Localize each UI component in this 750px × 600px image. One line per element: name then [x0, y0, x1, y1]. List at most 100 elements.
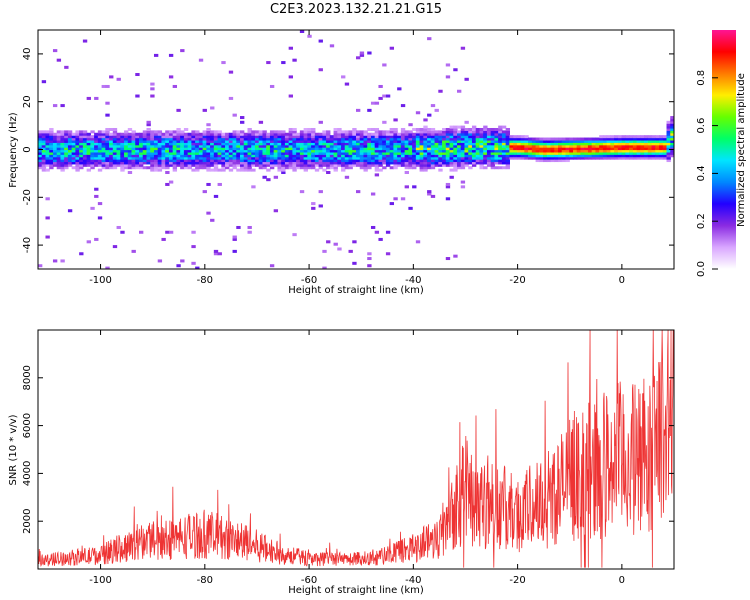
spectrogram-cell [288, 149, 293, 153]
spectrogram-cell [453, 144, 458, 148]
spectrogram-cell [64, 156, 69, 160]
spectrogram-cell [636, 151, 641, 155]
spectrogram-cell [165, 156, 170, 160]
spectrogram-cell [314, 144, 320, 148]
spectrogram-cell [442, 149, 447, 153]
spectrogram-cell [187, 139, 192, 143]
spectrogram-cell [449, 168, 454, 172]
spectrogram-cell [296, 142, 301, 146]
spectrogram-cell [131, 137, 136, 141]
spectrogram-cell [71, 151, 77, 155]
spectrogram-cell [610, 144, 615, 148]
spectrogram-cell [288, 151, 293, 155]
spectrogram-cell [64, 163, 69, 167]
spectrogram-cell [550, 149, 555, 153]
spectrogram-cell [389, 130, 395, 134]
spectrogram-cell [41, 144, 47, 148]
spectrogram-cell [382, 151, 387, 155]
spectrogram-cell [180, 137, 185, 141]
spectrogram-cell [509, 137, 514, 141]
spectrogram-cell [404, 163, 409, 167]
spectrogram-cell [445, 139, 451, 143]
spectrogram-cell [150, 139, 155, 143]
spectrogram-cell [240, 149, 245, 153]
spectrogram-cell [251, 163, 256, 167]
spectrogram-cell [389, 127, 395, 131]
spectrogram-cell [498, 127, 503, 131]
spectrogram-cell [284, 147, 290, 151]
spectrogram-cell [60, 149, 65, 153]
spectrogram-cell [311, 127, 316, 131]
spectrogram-cell [389, 149, 395, 153]
spectrogram-cell [363, 163, 368, 167]
spectrogram-cell [412, 163, 417, 167]
spectrogram-cell [400, 161, 406, 165]
spectrogram-cell [94, 96, 99, 100]
spectrogram-cell [535, 149, 540, 153]
spectrogram-cell [243, 144, 249, 148]
spectrogram-cell [528, 154, 533, 158]
spectrogram-cell [494, 142, 499, 146]
spectrogram-cell [408, 139, 413, 143]
spectrogram-cell [367, 142, 372, 146]
spectrogram-cell [269, 149, 275, 153]
spectrogram-cell [266, 135, 271, 139]
spectrogram-cell [71, 137, 77, 141]
spectrogram-cell [157, 154, 163, 158]
spectrogram-cell [408, 156, 413, 160]
spectrogram-cell [139, 137, 144, 141]
spectrogram-cell [382, 135, 387, 139]
spectrogram-cell [367, 147, 372, 151]
spectrogram-cell [550, 144, 555, 148]
spectrogram-cell [299, 137, 305, 141]
spectrogram-cell [430, 159, 436, 163]
spectrogram-cell [86, 149, 91, 153]
spectrogram-cell [187, 147, 192, 151]
spectrogram-cell [146, 156, 151, 160]
spectrogram-cell [352, 159, 357, 163]
spectrogram-cell [71, 132, 77, 136]
spectrogram-cell [322, 139, 327, 143]
spectrogram-cell [296, 151, 301, 155]
spectrogram-cell [176, 132, 181, 136]
spectrogram-cell [124, 161, 129, 165]
spectrogram-cell [326, 161, 331, 165]
spectrogram-cell [86, 135, 91, 139]
spectrogram-cell [501, 156, 507, 160]
spectrogram-cell [449, 130, 454, 134]
spectrogram-cell [576, 139, 582, 143]
spectrogram-cell [483, 147, 488, 151]
spectrogram-y-axis-label: Frequency (Hz) [8, 112, 19, 188]
spectrogram-cell [94, 149, 99, 153]
spectrogram-cell [191, 230, 196, 234]
spectrogram-cell [393, 139, 398, 143]
spectrogram-cell [269, 132, 275, 136]
spectrogram-cell [614, 142, 619, 146]
spectrogram-cell [176, 144, 181, 148]
spectrogram-cell [337, 142, 342, 146]
spectrogram-cell [90, 142, 95, 146]
spectrogram-cell [457, 154, 462, 158]
spectrogram-cell [524, 154, 529, 158]
spectrogram-cell [419, 130, 424, 134]
spectrogram-cell [172, 154, 178, 158]
spectrogram-cell [591, 154, 597, 158]
spectrogram-cell [591, 142, 597, 146]
spectrogram-cell [217, 144, 222, 148]
spectrogram-cell [457, 89, 462, 93]
spectrogram-cell [483, 151, 488, 155]
snr-frame [37, 329, 675, 570]
spectrogram-cell [296, 139, 301, 143]
spectrogram-cell [165, 171, 170, 174]
spectrogram-cell [404, 166, 409, 170]
spectrogram-cell [460, 130, 466, 134]
spectrogram-cell [348, 139, 353, 143]
spectrogram-cell [389, 154, 395, 158]
spectrogram-cell [292, 58, 297, 62]
spectrogram-cell [423, 151, 428, 155]
spectrogram-cell [490, 161, 496, 165]
spectrogram-cell [494, 147, 499, 151]
spectrogram-cell [348, 159, 353, 163]
spectrogram-cell [303, 127, 308, 131]
spectrogram-cell [288, 156, 293, 160]
